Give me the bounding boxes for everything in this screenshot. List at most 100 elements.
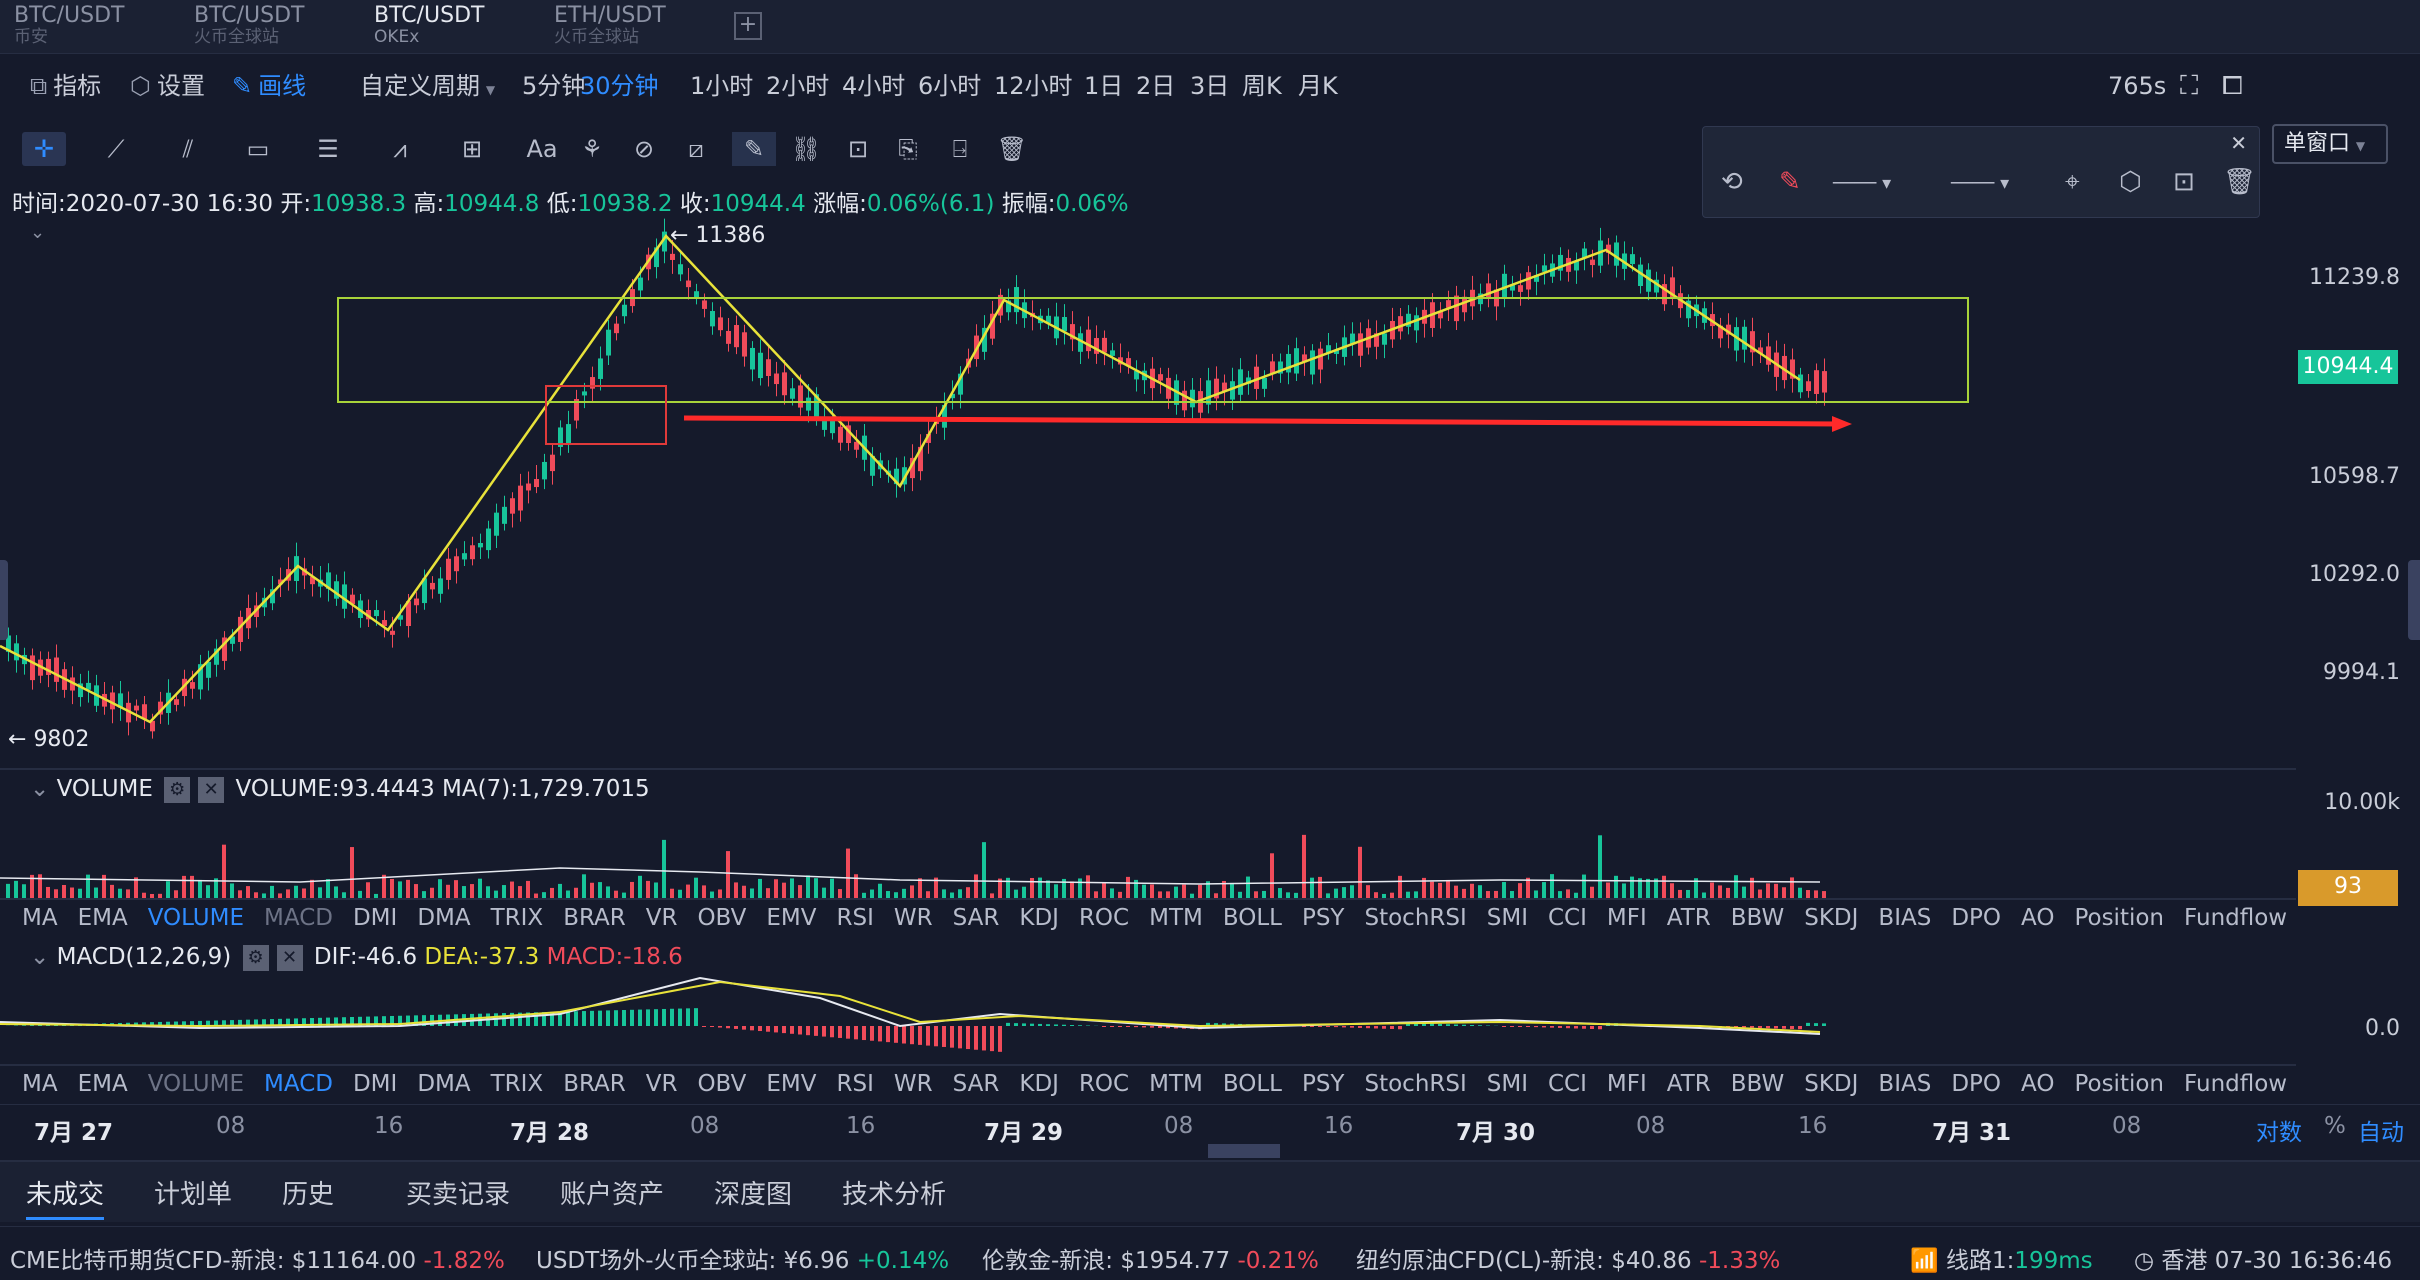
indicator-roc[interactable]: ROC xyxy=(1078,905,1130,931)
indicator-stochrsi[interactable]: StochRSI xyxy=(1364,1071,1467,1097)
wave-icon[interactable]: ⩘ xyxy=(393,135,407,163)
log-scale-toggle[interactable]: 对数 xyxy=(2256,1120,2302,1146)
indicator-sar[interactable]: SAR xyxy=(952,1071,1000,1097)
percent-scale-toggle[interactable]: % xyxy=(2324,1113,2346,1139)
period-3[interactable]: 2小时 xyxy=(766,72,830,100)
indicator-psy[interactable]: PSY xyxy=(1301,1071,1345,1097)
settings-button[interactable]: ⬡ 设置 xyxy=(130,56,205,116)
range-rectangle[interactable] xyxy=(337,297,1969,403)
template-icon[interactable]: ⟲ xyxy=(1721,167,1743,197)
line-width-dropdown[interactable]: ──── ▾ xyxy=(1833,173,1892,194)
period-11[interactable]: 月K xyxy=(1298,72,1338,100)
tab-btc-binance[interactable]: BTC/USDT 币安 xyxy=(14,4,124,50)
indicator-trix[interactable]: TRIX xyxy=(490,905,544,931)
indicator-dpo[interactable]: DPO xyxy=(1951,1071,2002,1097)
period-4[interactable]: 4小时 xyxy=(842,72,906,100)
indicator-ma[interactable]: MA xyxy=(22,905,58,931)
line-icon[interactable]: ⟋ xyxy=(107,135,125,163)
measure-icon[interactable]: ⊞ xyxy=(461,135,483,163)
bottom-tab-3[interactable]: 买卖记录 xyxy=(406,1180,511,1210)
candlestick-chart[interactable]: ← 11386 ← 9802 xyxy=(0,180,2296,770)
indicator-position[interactable]: Position xyxy=(2074,905,2165,931)
indicator-psy[interactable]: PSY xyxy=(1301,905,1345,931)
indicator-dma[interactable]: DMA xyxy=(417,905,471,931)
indicator-bias[interactable]: BIAS xyxy=(1878,1071,1932,1097)
indicator-brar[interactable]: BRAR xyxy=(563,905,626,931)
magnet-icon[interactable]: ⊘ xyxy=(633,135,655,163)
tab-btc-huobi[interactable]: BTC/USDT 火币全球站 xyxy=(194,4,304,50)
lock-icon[interactable]: ⊡ xyxy=(2173,167,2195,197)
close-icon[interactable]: ✕ xyxy=(198,776,225,803)
indicator-mtm[interactable]: MTM xyxy=(1149,905,1203,931)
indicator-vr[interactable]: VR xyxy=(645,1071,678,1097)
indicator-emv[interactable]: EMV xyxy=(766,905,817,931)
window-mode-dropdown[interactable]: 单窗口 ▼ xyxy=(2272,124,2388,164)
indicator-brar[interactable]: BRAR xyxy=(563,1071,626,1097)
indicator-bbw[interactable]: BBW xyxy=(1730,905,1785,931)
indicator-ao[interactable]: AO xyxy=(2021,1071,2055,1097)
indicator-dma[interactable]: DMA xyxy=(417,1071,471,1097)
draw-button[interactable]: ✎ 画线 xyxy=(232,56,306,116)
auto-scale-toggle[interactable]: 自动 xyxy=(2358,1120,2404,1146)
ticker-item[interactable]: USDT场外-火币全球站: ¥6.96 +0.14% xyxy=(536,1248,950,1274)
indicator-ma[interactable]: MA xyxy=(22,1071,58,1097)
close-icon[interactable]: ✕ xyxy=(276,944,303,971)
indicator-volume[interactable]: VOLUME xyxy=(147,1071,245,1097)
indicator-sar[interactable]: SAR xyxy=(952,905,1000,931)
tab-btc-okex[interactable]: BTC/USDT OKEx xyxy=(374,4,484,50)
consolidation-box[interactable] xyxy=(545,385,667,445)
indicator-macd[interactable]: MACD xyxy=(264,905,333,931)
bottom-tab-1[interactable]: 计划单 xyxy=(154,1180,233,1210)
indicator-kdj[interactable]: KDJ xyxy=(1019,905,1059,931)
trash-icon[interactable]: 🗑 xyxy=(996,135,1028,163)
custom-period-dropdown[interactable]: 自定义周期 ▼ xyxy=(360,56,495,116)
period-8[interactable]: 2日 xyxy=(1136,72,1176,100)
period-1[interactable]: 30分钟 xyxy=(580,72,659,100)
trash-icon[interactable]: 🗑 xyxy=(2223,167,2257,197)
line-style-dropdown[interactable]: ──── ▾ xyxy=(1951,173,2010,194)
indicator-bias[interactable]: BIAS xyxy=(1878,905,1932,931)
indicator-dmi[interactable]: DMI xyxy=(352,905,398,931)
indicator-kdj[interactable]: KDJ xyxy=(1019,1071,1059,1097)
popout-icon[interactable]: ⧠ xyxy=(2222,71,2243,101)
indicator-roc[interactable]: ROC xyxy=(1078,1071,1130,1097)
bottom-tab-6[interactable]: 技术分析 xyxy=(842,1180,947,1210)
indicator-trix[interactable]: TRIX xyxy=(490,1071,544,1097)
indicator-volume[interactable]: VOLUME xyxy=(147,905,245,931)
chain-icon[interactable]: ⛓ xyxy=(790,135,822,163)
pane-resize-handle[interactable] xyxy=(1208,1144,1280,1158)
bottom-tab-2[interactable]: 历史 xyxy=(282,1180,335,1210)
connection-status[interactable]: 📶 线路1:199ms xyxy=(1910,1248,2093,1274)
rectangle-icon[interactable]: ▭ xyxy=(246,135,270,163)
indicator-cci[interactable]: CCI xyxy=(1548,905,1587,931)
period-6[interactable]: 12小时 xyxy=(994,72,1073,100)
indicator-fundflow[interactable]: Fundflow xyxy=(2184,1071,2288,1097)
indicator-macd[interactable]: MACD xyxy=(264,1071,333,1097)
indicator-emv[interactable]: EMV xyxy=(766,1071,817,1097)
indicator-fundflow[interactable]: Fundflow xyxy=(2184,905,2288,931)
indicator-ao[interactable]: AO xyxy=(2021,905,2055,931)
indicator-boll[interactable]: BOLL xyxy=(1222,1071,1282,1097)
indicator-skdj[interactable]: SKDJ xyxy=(1804,1071,1859,1097)
ticker-item[interactable]: 伦敦金-新浪: $1954.77 -0.21% xyxy=(982,1248,1319,1274)
visibility-icon[interactable]: ⌖ xyxy=(2065,167,2080,197)
collapse-chevron-icon[interactable]: ⌄ xyxy=(30,776,57,802)
indicator-mfi[interactable]: MFI xyxy=(1606,905,1647,931)
period-10[interactable]: 周K xyxy=(1242,72,1282,100)
indicator-wr[interactable]: WR xyxy=(893,1071,933,1097)
right-scroll-handle[interactable] xyxy=(2408,560,2420,640)
indicator-vr[interactable]: VR xyxy=(645,905,678,931)
support-arrow-line[interactable] xyxy=(683,415,1841,427)
indicator-mfi[interactable]: MFI xyxy=(1606,1071,1647,1097)
indicator-obv[interactable]: OBV xyxy=(697,1071,747,1097)
gear-icon[interactable]: ⚙ xyxy=(164,776,191,803)
indicator-position[interactable]: Position xyxy=(2074,1071,2165,1097)
indicator-boll[interactable]: BOLL xyxy=(1222,905,1282,931)
period-7[interactable]: 1日 xyxy=(1084,72,1124,100)
indicator-atr[interactable]: ATR xyxy=(1666,905,1711,931)
settings-icon[interactable]: ⬡ xyxy=(2119,167,2142,197)
text-icon[interactable]: Aa xyxy=(526,135,558,163)
ticker-item[interactable]: CME比特币期货CFD-新浪: $11164.00 -1.82% xyxy=(10,1248,505,1274)
copy-icon[interactable]: ⎘ xyxy=(898,135,918,163)
color-pen-icon[interactable]: ✎ xyxy=(1779,167,1801,197)
